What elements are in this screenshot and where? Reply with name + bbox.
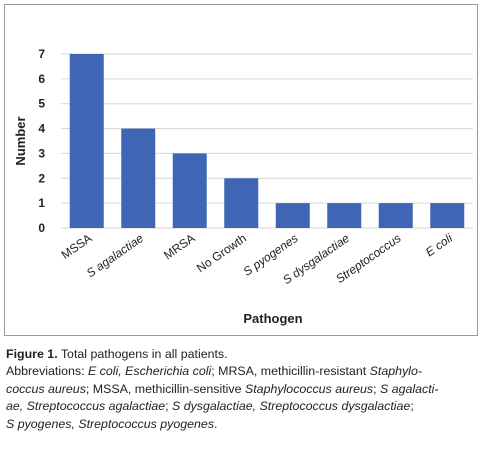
abbreviation-line: S pyogenes, Streptococcus pyogenes. [6,416,480,433]
abbreviation-text-run: . [214,416,218,431]
y-tick-label: 2 [38,171,45,185]
x-tick-label: MSSA [59,231,95,262]
abbreviation-line: Abbreviations: E coli, Escherichia coli;… [6,363,480,380]
y-tick-label: 3 [38,146,45,160]
y-tick-label: 4 [38,122,45,136]
abbreviation-text-run: ; [165,399,173,414]
chart-frame: 0 1 2 3 4 5 6 7 MSSA S agalactiae MRSA No Growth S p… [4,4,478,336]
figure-title: Total pathogens in all patients. [57,347,228,361]
x-tick-label: MRSA [161,231,197,262]
y-tick-label: 0 [38,221,45,235]
bar-no-growth [224,178,259,228]
bar-mrsa [172,153,207,228]
abbreviation-text-run: S pyogenes, Streptococcus pyogenes [6,416,215,431]
abbreviation-text-run: ; MSSA, methicillin-sensitive [85,381,245,396]
abbreviation-text-run: ; [373,381,380,396]
abbreviation-text-run: S dysgalactiae, Streptococcus dysgalacti… [172,399,411,414]
bar-s-dysgalactiae [327,203,362,228]
abbreviation-text-run: Staphylo- [369,364,422,379]
abbreviation-text-run: ae, Streptococcus agalactiae [6,399,166,414]
y-tick-label: 7 [38,47,45,61]
abbreviation-text-run: Staphylococcus aureus [244,381,374,396]
figure-label: Figure 1. [6,347,58,361]
abbreviation-text-run: S agalacti- [379,381,439,396]
abbreviation-text-run: ; [410,399,414,414]
abbreviation-text-run: Abbreviations: [6,364,88,379]
bar-e-coli [430,203,465,228]
y-tick-label: 1 [38,196,45,210]
abbreviation-text-run: coccus aureus [6,381,86,396]
y-tick-label: 6 [38,72,45,86]
bar-mssa [69,54,104,228]
x-axis-title: Pathogen [243,311,302,326]
caption-title-line: Figure 1. Total pathogens in all patient… [6,346,480,363]
abbreviation-line: ae, Streptococcus agalactiae; S dysgalac… [6,398,480,415]
abbreviation-text-run: E coli, Escherichia coli [87,364,212,379]
bar-streptococcus [378,203,413,228]
y-tick-label: 5 [38,97,45,111]
abbreviations-text: Abbreviations: E coli, Escherichia coli;… [6,363,480,433]
abbreviation-text-run: ; MRSA, methicillin-resistant [211,364,370,379]
y-axis-title: Number [13,116,28,165]
figure-caption: Figure 1. Total pathogens in all patient… [6,346,480,433]
bar-s-pyogenes [275,203,310,228]
x-tick-label: S agalactiae [84,231,146,281]
bar-s-agalactiae [121,128,156,228]
x-tick-label: E coli [423,231,455,259]
abbreviation-line: coccus aureus; MSSA, methicillin-sensiti… [6,381,480,398]
